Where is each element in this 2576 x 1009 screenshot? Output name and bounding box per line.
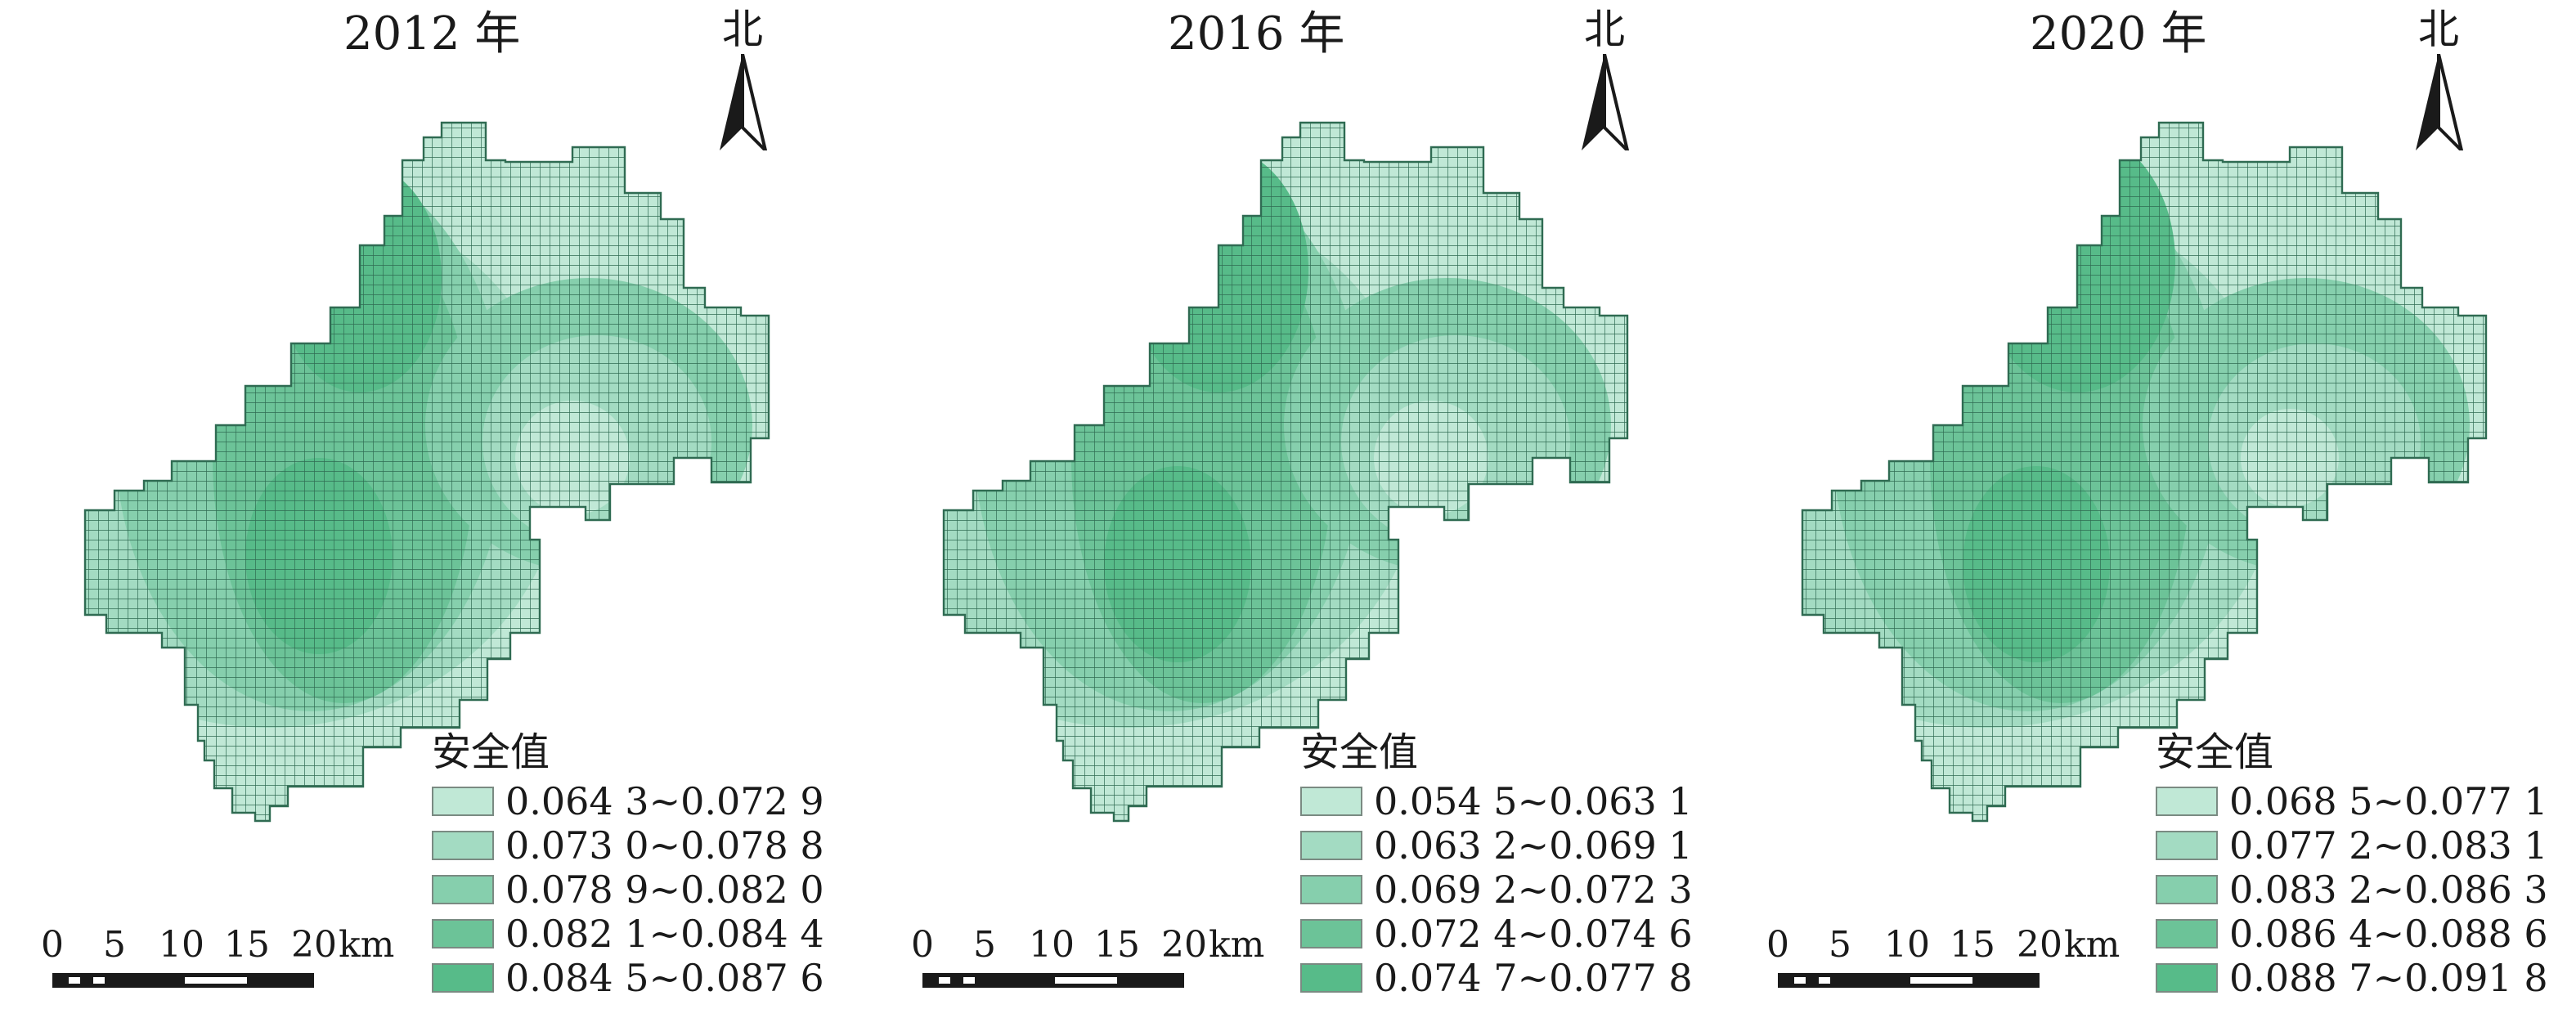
scale-tick-label: 0: [1766, 924, 1789, 966]
north-arrow: 北: [2406, 5, 2471, 152]
legend-item: 0.088 7~0.091 8: [2156, 958, 2576, 998]
map-title: 2020 年: [2030, 7, 2207, 61]
legend-item: 0.064 3~0.072 9: [432, 782, 922, 821]
legend-label: 0.069 2~0.072 3: [1374, 868, 1693, 912]
legend-label: 0.054 5~0.063 1: [1374, 779, 1693, 823]
legend-swatch: [1300, 963, 1362, 993]
legend-swatch: [432, 831, 494, 860]
scale-tick-label: 10: [159, 924, 204, 966]
scale-tick-label: 5: [103, 924, 126, 966]
legend-item: 0.074 7~0.077 8: [1300, 958, 1791, 998]
scale-bar-graphic: [52, 973, 314, 988]
scale-bar: 0 5 10 15 20 km: [41, 922, 401, 1009]
legend-swatch: [432, 963, 494, 993]
legend-swatch: [432, 787, 494, 816]
north-label: 北: [722, 6, 763, 53]
legend-label: 0.074 7~0.077 8: [1374, 956, 1693, 1000]
legend-item: 0.083 2~0.086 3: [2156, 870, 2576, 909]
scale-tick-label: 10: [1884, 924, 1930, 966]
legend-item: 0.084 5~0.087 6: [432, 958, 922, 998]
scale-bar-graphic: [1778, 973, 2040, 988]
north-arrow-icon: [720, 54, 767, 150]
legend-label: 0.082 1~0.084 4: [505, 912, 824, 956]
scale-tick-label: 10: [1029, 924, 1075, 966]
legend-swatch: [1300, 831, 1362, 860]
legend-label: 0.068 5~0.077 1: [2229, 779, 2548, 823]
scale-unit: km: [1209, 924, 1265, 966]
legend-label: 0.064 3~0.072 9: [505, 779, 824, 823]
grid-map: [83, 121, 770, 823]
legend-title: 安全值: [2156, 729, 2274, 775]
scale-bar-graphic: [922, 973, 1184, 988]
north-arrow-icon: [1582, 54, 1629, 150]
legend: 安全值 0.064 3~0.072 9 0.073 0~0.078 8 0.07…: [432, 728, 922, 1006]
legend-swatch: [2156, 919, 2218, 948]
legend-label: 0.078 9~0.082 0: [505, 868, 824, 912]
scale-tick-label: 20: [2017, 924, 2062, 966]
legend-label: 0.083 2~0.086 3: [2229, 868, 2548, 912]
north-arrow: 北: [710, 5, 775, 152]
legend-swatch: [432, 875, 494, 904]
scale-tick-label: 20: [1161, 924, 1207, 966]
north-label: 北: [2418, 6, 2459, 53]
legend-item: 0.073 0~0.078 8: [432, 826, 922, 865]
legend-swatch: [2156, 963, 2218, 993]
legend: 安全值 0.054 5~0.063 1 0.063 2~0.069 1 0.06…: [1300, 728, 1791, 1006]
legend-item: 0.072 4~0.074 6: [1300, 914, 1791, 953]
legend-label: 0.063 2~0.069 1: [1374, 823, 1693, 868]
legend-item: 0.068 5~0.077 1: [2156, 782, 2576, 821]
scale-tick-label: 15: [1094, 924, 1140, 966]
map-panel-2020: 2020 年 北 安全值 0.068 5~0.077 1 0.077 2~0.0…: [1717, 0, 2576, 1009]
grid-map: [942, 121, 1629, 823]
scale-tick-label: 20: [291, 924, 337, 966]
legend-label: 0.088 7~0.091 8: [2229, 956, 2548, 1000]
scale-tick-label: 15: [1950, 924, 1995, 966]
grid-map: [1801, 121, 2488, 823]
legend-item: 0.054 5~0.063 1: [1300, 782, 1791, 821]
scale-tick-label: 15: [224, 924, 270, 966]
legend-title: 安全值: [432, 729, 550, 775]
legend-swatch: [1300, 787, 1362, 816]
legend-swatch: [2156, 875, 2218, 904]
map-panel-2016: 2016 年 北 安全值 0.054 5~0.063 1 0.063 2~0.0…: [859, 0, 1717, 1009]
legend-swatch: [432, 919, 494, 948]
legend: 安全值 0.068 5~0.077 1 0.077 2~0.083 1 0.08…: [2156, 728, 2576, 1006]
legend-swatch: [2156, 831, 2218, 860]
legend-swatch: [1300, 919, 1362, 948]
legend-swatch: [2156, 787, 2218, 816]
legend-item: 0.077 2~0.083 1: [2156, 826, 2576, 865]
legend-label: 0.077 2~0.083 1: [2229, 823, 2548, 868]
scale-tick-label: 0: [911, 924, 934, 966]
scale-tick-label: 5: [973, 924, 996, 966]
legend-title: 安全值: [1300, 729, 1419, 775]
legend-item: 0.078 9~0.082 0: [432, 870, 922, 909]
scale-unit: km: [339, 924, 395, 966]
legend-label: 0.072 4~0.074 6: [1374, 912, 1693, 956]
map-title: 2012 年: [343, 7, 521, 61]
legend-item: 0.069 2~0.072 3: [1300, 870, 1791, 909]
scale-bar: 0 5 10 15 20 km: [911, 922, 1271, 1009]
scale-tick-label: 5: [1829, 924, 1851, 966]
legend-item: 0.063 2~0.069 1: [1300, 826, 1791, 865]
scale-tick-label: 0: [41, 924, 64, 966]
legend-label: 0.086 4~0.088 6: [2229, 912, 2548, 956]
north-arrow-icon: [2416, 54, 2463, 150]
map-panel-2012: 2012 年 北 安全值 0.064 3~0.072 9 0.073 0~0.0…: [0, 0, 859, 1009]
north-arrow: 北: [1572, 5, 1637, 152]
scale-unit: km: [2064, 924, 2120, 966]
legend-item: 0.086 4~0.088 6: [2156, 914, 2576, 953]
north-label: 北: [1584, 6, 1625, 53]
legend-swatch: [1300, 875, 1362, 904]
legend-label: 0.073 0~0.078 8: [505, 823, 824, 868]
scale-bar: 0 5 10 15 20 km: [1766, 922, 2126, 1009]
legend-item: 0.082 1~0.084 4: [432, 914, 922, 953]
legend-label: 0.084 5~0.087 6: [505, 956, 824, 1000]
map-title: 2016 年: [1168, 7, 1345, 61]
